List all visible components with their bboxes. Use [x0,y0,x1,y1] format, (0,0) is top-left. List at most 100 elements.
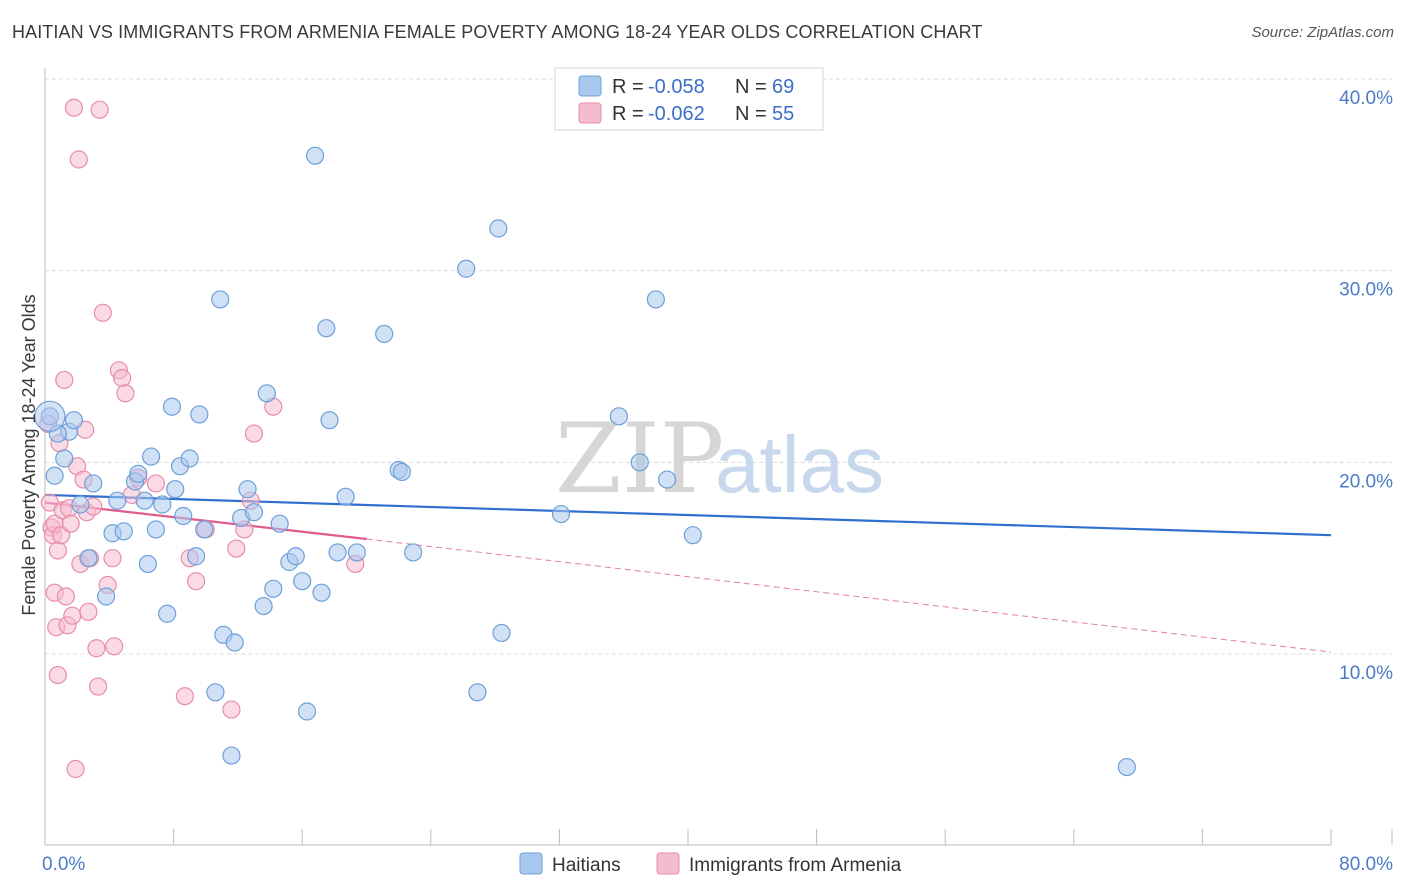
haitians-point [166,480,185,499]
haitians-point [317,319,336,338]
haitians-point [392,462,411,482]
y-tick-label: 10.0% [1339,663,1393,684]
haitians-point [153,495,172,514]
y-tick-label: 40.0% [1339,88,1393,109]
haitians-point [158,604,177,623]
haitians-point [336,487,355,506]
armenia-point [90,100,109,119]
armenia-point [244,424,264,443]
haitians-point [55,449,74,468]
armenia-point [113,368,132,388]
haitians-point [187,547,206,566]
bottom-legend-swatch-armenia [656,852,680,875]
y-tick-label: 20.0% [1339,471,1393,492]
armenia-point [105,637,124,656]
haitians-point [84,474,103,493]
haitians-point [108,491,127,510]
watermark-atlas: atlas [715,420,884,509]
haitians-point [492,623,511,643]
armenia-point [56,587,75,606]
armenia-point [79,602,98,621]
watermark: ZIP atlas [555,403,884,515]
chart-source: Source: ZipAtlas.com [1251,24,1394,41]
legend-r-value-1: -0.058 [648,76,705,98]
haitians-point [45,466,64,485]
legend-n-value-2: 55 [772,103,794,125]
axis-layer: 10.0% 20.0% 30.0% 40.0% 0.0% 80.0% [42,68,1393,875]
armenia-point [69,150,88,169]
haitians-point [206,683,225,702]
haitians-point [71,495,90,514]
y-tick-label: 30.0% [1339,280,1393,301]
armenia-point [116,384,135,403]
bottom-legend-swatch-haitians [519,852,543,875]
haitians-point [146,520,166,539]
armenia-point [64,98,84,117]
armenia-point [227,539,246,558]
haitians-point [79,549,98,568]
haitians-point [328,543,347,562]
bottom-legend-label-haitians: Haitians [552,855,621,876]
x-tick-label: 80.0% [1339,854,1393,875]
haitians-point [286,547,305,566]
armenia-point [222,700,241,719]
correlation-legend: R = -0.058 N = 69 R = -0.062 N = 55 [554,67,824,131]
haitians-point [96,587,116,606]
armenia-point [48,665,67,685]
haitians-point [293,572,312,591]
armenia-point [61,514,80,533]
haitians-point [609,407,628,426]
legend-n-label-2: N = [735,103,767,125]
haitians-point [34,400,66,432]
haitians-point [244,503,264,522]
haitians-point [264,579,283,598]
haitians-point [551,504,571,524]
bottom-legend: Haitians Immigrants from Armenia [519,852,902,876]
haitians-point [190,405,209,424]
armenia-point [175,687,194,706]
haitians-point [312,583,331,602]
x-tick-label: 0.0% [42,854,85,875]
haitians-point [297,702,317,721]
armenia-point [63,606,82,625]
haitians-point [114,522,133,541]
armenia-point [48,541,67,560]
haitians-point [305,146,325,165]
haitians-point [347,543,366,562]
haitians-point [162,397,182,416]
points-layer [34,98,1136,779]
grid-layer [45,78,1392,655]
haitians-point [180,449,199,468]
armenia-point [187,572,206,591]
haitians-point [683,526,702,545]
legend-n-label-1: N = [735,76,767,98]
haitians-point [141,447,161,466]
armenia-point [93,303,112,322]
haitians-point [195,520,214,539]
haitians-point [211,290,230,309]
haitians-point [129,464,148,483]
armenia-trend-extension [366,538,1332,653]
legend-r-value-2: -0.062 [648,103,705,125]
armenia-point [66,759,85,779]
haitians-point [320,411,339,430]
haitians-point [174,506,193,526]
haitians-point [238,480,257,499]
haitians-point [375,324,394,344]
haitians-point [135,491,154,510]
chart-title: HAITIAN VS IMMIGRANTS FROM ARMENIA FEMAL… [12,22,983,42]
haitians-point [64,411,84,430]
legend-r-label-2: R = [612,103,644,125]
y-axis-title: Female Poverty Among 18-24 Year Olds [19,294,39,615]
legend-r-label-1: R = [612,76,644,98]
haitians-point [254,596,273,616]
haitians-point [1117,757,1136,777]
legend-n-value-1: 69 [772,76,794,98]
legend-swatch-armenia [578,102,602,124]
haitians-point [489,219,508,238]
legend-swatch-haitians [578,75,602,97]
haitians-point [646,290,665,309]
armenia-point [55,370,74,390]
haitians-point [658,470,677,489]
